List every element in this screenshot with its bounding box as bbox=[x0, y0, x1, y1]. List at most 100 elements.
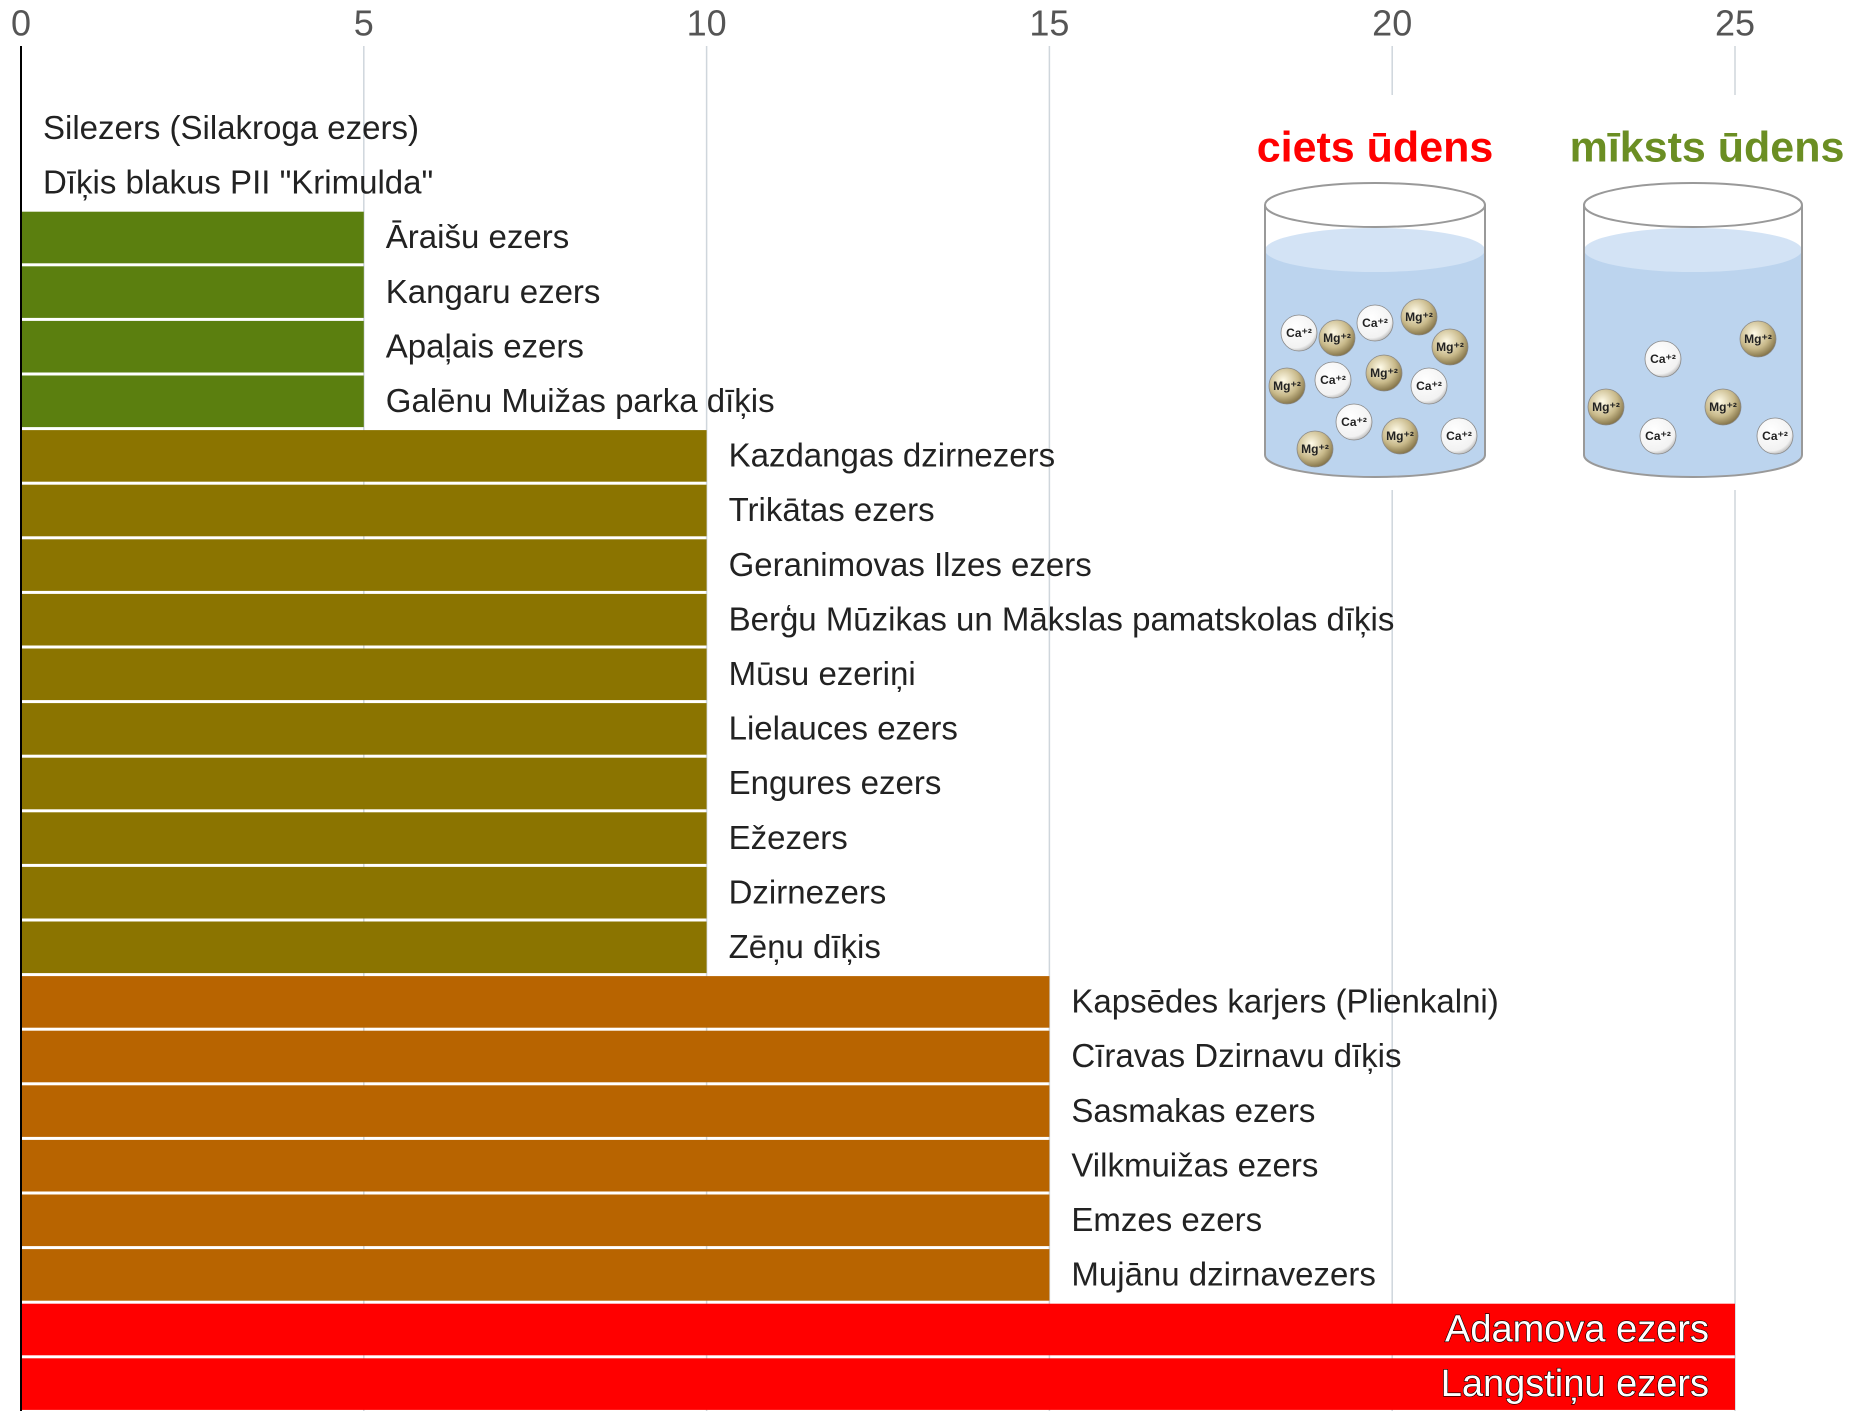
ion bbox=[1639, 417, 1677, 455]
category-label: Trikātas ezers bbox=[729, 491, 935, 528]
ion-label: Ca⁺² bbox=[1650, 352, 1676, 366]
category-label: Dzirnezers bbox=[729, 873, 887, 910]
category-label: Mūsu ezeriņi bbox=[729, 655, 916, 692]
category-label: Silezers (Silakroga ezers) bbox=[43, 109, 419, 146]
ion bbox=[1410, 367, 1448, 405]
ion bbox=[1335, 403, 1373, 441]
ion bbox=[1280, 314, 1318, 352]
ion bbox=[1644, 340, 1682, 378]
ion-label: Mg⁺² bbox=[1744, 332, 1772, 346]
bar bbox=[21, 812, 707, 864]
ion-label: Mg⁺² bbox=[1273, 379, 1301, 393]
bar bbox=[21, 1303, 1735, 1356]
ion bbox=[1400, 298, 1438, 336]
bar bbox=[21, 1030, 1050, 1083]
ion bbox=[1431, 328, 1469, 366]
water-surface bbox=[1265, 228, 1485, 272]
bar bbox=[21, 430, 707, 482]
bar bbox=[21, 484, 707, 537]
bar bbox=[21, 1358, 1735, 1410]
water-surface bbox=[1584, 228, 1802, 272]
category-label: Kazdangas dzirnezers bbox=[729, 437, 1056, 474]
bar bbox=[21, 757, 707, 810]
category-label: Berģu Mūzikas un Mākslas pamatskolas dīķ… bbox=[729, 600, 1395, 637]
ion-label: Ca⁺² bbox=[1341, 415, 1367, 429]
category-label: Galēnu Muižas parka dīķis bbox=[386, 382, 775, 419]
bar bbox=[21, 703, 707, 755]
bar bbox=[21, 593, 707, 646]
bar bbox=[21, 1139, 1050, 1192]
x-tick-label: 5 bbox=[354, 3, 374, 44]
category-label: Sasmakas ezers bbox=[1071, 1092, 1315, 1129]
category-label: Emzes ezers bbox=[1071, 1201, 1262, 1238]
bar bbox=[21, 375, 364, 428]
ion-label: Ca⁺² bbox=[1286, 326, 1312, 340]
beaker-rim bbox=[1583, 182, 1803, 228]
x-tick-label: 0 bbox=[11, 3, 31, 44]
ion-label: Mg⁺² bbox=[1436, 340, 1464, 354]
x-tick-label: 10 bbox=[687, 3, 727, 44]
bar bbox=[21, 1194, 1050, 1247]
category-label: Apaļais ezers bbox=[386, 327, 584, 364]
ion-label: Ca⁺² bbox=[1762, 429, 1788, 443]
bar bbox=[21, 1249, 1050, 1301]
ion bbox=[1296, 430, 1334, 468]
bar bbox=[21, 1085, 1050, 1137]
category-label: Mujānu dzirnavezers bbox=[1071, 1256, 1375, 1293]
ion-label: Ca⁺² bbox=[1362, 316, 1388, 330]
ion-label: Ca⁺² bbox=[1416, 379, 1442, 393]
ion bbox=[1587, 388, 1625, 426]
bar bbox=[21, 976, 1050, 1028]
ion bbox=[1365, 354, 1403, 392]
beaker-title: ciets ūdens bbox=[1257, 123, 1494, 171]
ion-label: Mg⁺² bbox=[1301, 442, 1329, 456]
ion bbox=[1739, 320, 1777, 358]
category-label: Engures ezers bbox=[729, 764, 942, 801]
ion bbox=[1440, 417, 1478, 455]
category-label: Cīravas Dzirnavu dīķis bbox=[1071, 1037, 1401, 1074]
bar bbox=[21, 648, 707, 701]
category-label: Āraišu ezers bbox=[386, 218, 569, 255]
category-label: Zēņu dīķis bbox=[729, 928, 881, 965]
ion bbox=[1356, 304, 1394, 342]
beaker-wall bbox=[1583, 205, 1803, 478]
ion bbox=[1318, 319, 1356, 357]
bar bbox=[21, 539, 707, 591]
category-label: Adamova ezers bbox=[1445, 1309, 1709, 1351]
category-label: Dīķis blakus PII "Krimulda" bbox=[43, 164, 433, 201]
category-label: Ežezers bbox=[729, 819, 848, 856]
category-label: Kapsēdes karjers (Plienkalni) bbox=[1071, 983, 1498, 1020]
x-tick-label: 25 bbox=[1715, 3, 1755, 44]
x-tick-label: 15 bbox=[1029, 3, 1069, 44]
category-label: Lielauces ezers bbox=[729, 710, 958, 747]
ion bbox=[1756, 417, 1794, 455]
ion bbox=[1704, 388, 1742, 426]
category-label: Kangaru ezers bbox=[386, 273, 601, 310]
water bbox=[1584, 250, 1802, 477]
ion bbox=[1381, 417, 1419, 455]
bar bbox=[21, 266, 364, 318]
ion bbox=[1314, 361, 1352, 399]
ion-label: Ca⁺² bbox=[1446, 429, 1472, 443]
category-label: Langstiņu ezers bbox=[1441, 1363, 1709, 1405]
beaker-rim bbox=[1264, 182, 1486, 228]
ion-label: Mg⁺² bbox=[1405, 310, 1433, 324]
bar bbox=[21, 921, 707, 974]
bar bbox=[21, 211, 364, 264]
ion bbox=[1268, 367, 1306, 405]
beaker-wall bbox=[1264, 205, 1486, 478]
ion-label: Mg⁺² bbox=[1592, 400, 1620, 414]
category-label: Geranimovas Ilzes ezers bbox=[729, 546, 1092, 583]
x-tick-label: 20 bbox=[1372, 3, 1412, 44]
ion-label: Mg⁺² bbox=[1323, 331, 1351, 345]
ion-label: Mg⁺² bbox=[1386, 429, 1414, 443]
ion-label: Mg⁺² bbox=[1370, 366, 1398, 380]
ion-label: Mg⁺² bbox=[1709, 400, 1737, 414]
category-label: Vilkmuižas ezers bbox=[1071, 1146, 1318, 1183]
beaker-title: mīksts ūdens bbox=[1570, 123, 1845, 171]
ion-label: Ca⁺² bbox=[1320, 373, 1346, 387]
ion-label: Ca⁺² bbox=[1645, 429, 1671, 443]
bar bbox=[21, 866, 707, 919]
bar bbox=[21, 320, 364, 373]
